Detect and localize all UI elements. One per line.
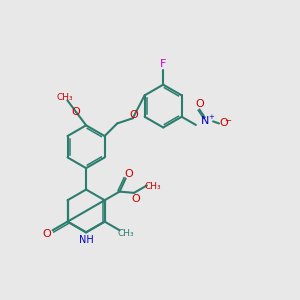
Text: O: O [71, 107, 80, 117]
Text: −: − [224, 116, 232, 125]
Text: CH₃: CH₃ [145, 182, 161, 191]
Text: N: N [201, 116, 209, 126]
Text: CH₃: CH₃ [118, 230, 134, 238]
Text: O: O [131, 194, 140, 204]
Text: O: O [124, 169, 133, 179]
Text: NH: NH [79, 235, 94, 245]
Text: +: + [208, 114, 214, 120]
Text: O: O [195, 99, 204, 109]
Text: O: O [130, 110, 138, 120]
Text: O: O [43, 229, 51, 238]
Text: F: F [160, 59, 166, 70]
Text: O: O [219, 118, 228, 128]
Text: CH₃: CH₃ [56, 93, 73, 102]
